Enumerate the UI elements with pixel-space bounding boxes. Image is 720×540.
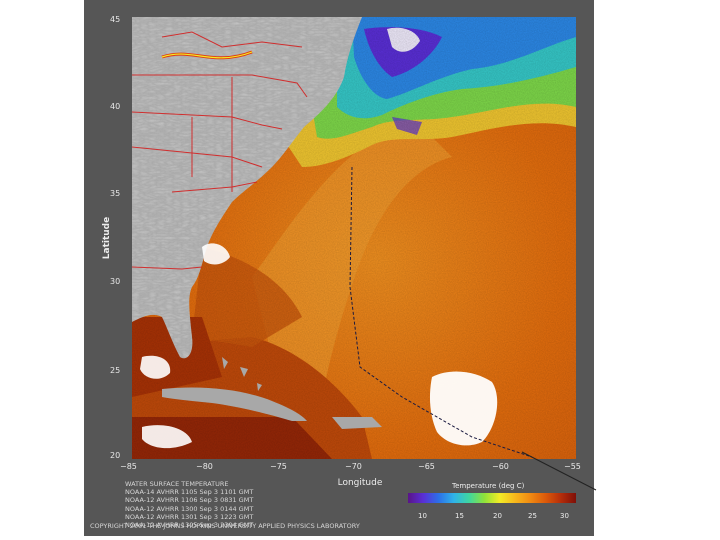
hispaniola <box>332 417 382 429</box>
x-tick-label: −85 <box>120 462 137 471</box>
x-tick-label: −80 <box>196 462 213 471</box>
cloud-cover <box>140 243 498 449</box>
y-tick-label: 40 <box>110 102 121 111</box>
y-tick-label: 25 <box>110 366 121 375</box>
boundary-line <box>349 166 533 458</box>
colorbar-tick: 20 <box>493 512 502 520</box>
y-tick-label: 20 <box>110 451 121 460</box>
copyright-text: COPYRIGHT 2001 THE JOHNS HOPKINS UNIVERS… <box>90 522 360 530</box>
state-borders <box>132 31 308 270</box>
info-line: NOAA-12 AVHRR 1300 Sep 3 0144 GMT <box>125 504 254 513</box>
colorbar-title: Temperature (deg C) <box>452 482 525 490</box>
info-line: NOAA-12 AVHRR 1106 Sep 3 0831 GMT <box>125 496 254 505</box>
y-tick-label: 35 <box>110 189 121 198</box>
x-tick-label: −60 <box>492 462 509 471</box>
sea-surface-temperature-map <box>132 17 576 459</box>
x-tick-label: −70 <box>345 462 362 471</box>
x-axis-label: Longitude <box>337 478 383 488</box>
temperature-colorbar <box>408 493 576 503</box>
colorbar-tick: 10 <box>418 512 427 520</box>
colorbar-tick: 30 <box>560 512 569 520</box>
colorbar-tick: 15 <box>455 512 464 520</box>
cuba <box>162 387 307 421</box>
x-tick-label: −65 <box>418 462 435 471</box>
info-line: NOAA-12 AVHRR 1305 Sep 3 2304 GMT <box>125 521 254 530</box>
satellite-info: WATER SURFACE TEMPERATURE NOAA-14 AVHRR … <box>125 480 253 529</box>
info-line: NOAA-12 AVHRR 1301 Sep 3 1223 GMT <box>125 512 254 521</box>
y-tick-label: 30 <box>110 277 121 286</box>
y-tick-label: 45 <box>110 15 121 24</box>
info-line: NOAA-14 AVHRR 1105 Sep 3 1101 GMT <box>125 488 254 497</box>
y-axis-label: Latitude <box>102 216 112 260</box>
x-tick-label: −75 <box>270 462 287 471</box>
info-line: WATER SURFACE TEMPERATURE <box>125 480 229 488</box>
colorbar-tick: 25 <box>528 512 537 520</box>
x-tick-label: −55 <box>564 462 581 471</box>
callout-line <box>521 451 597 491</box>
